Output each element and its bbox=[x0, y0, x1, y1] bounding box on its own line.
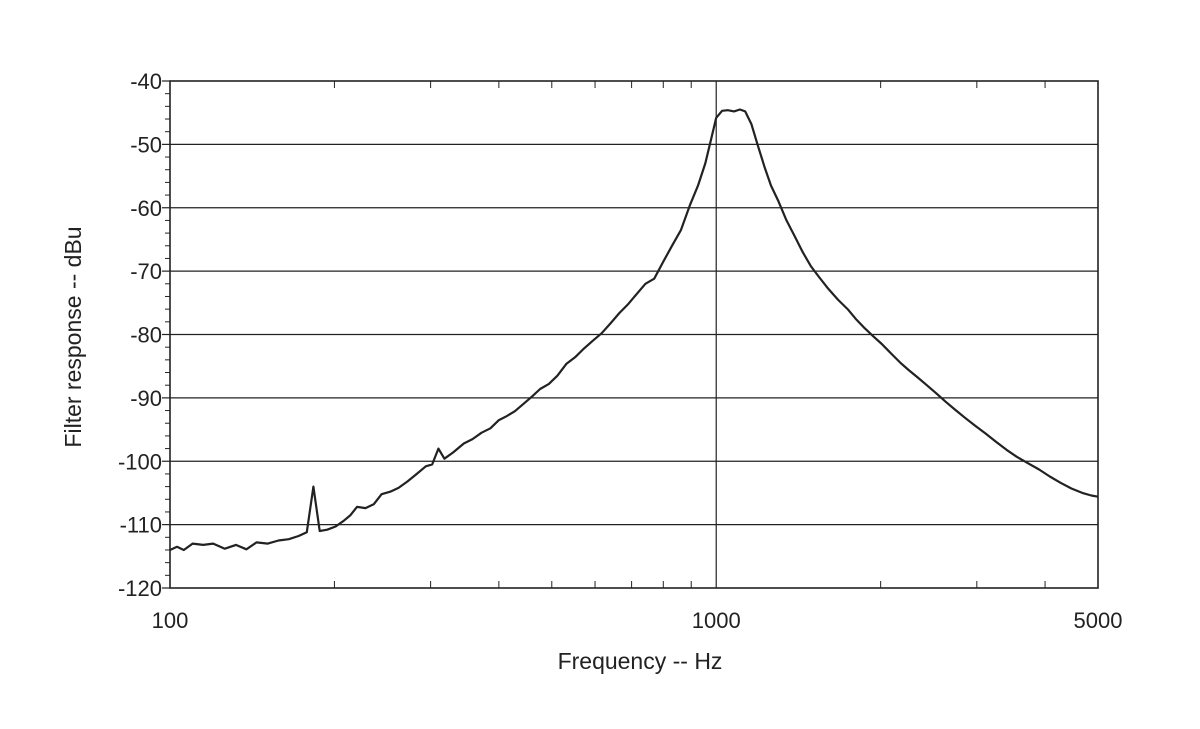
y-tick-label: -120 bbox=[118, 576, 162, 601]
x-tick-label: 100 bbox=[152, 608, 189, 633]
grid-lines bbox=[170, 81, 1098, 588]
y-tick-label: -90 bbox=[130, 386, 162, 411]
y-tick-label: -70 bbox=[130, 259, 162, 284]
minor-ticks bbox=[162, 80, 1046, 589]
y-tick-label: -60 bbox=[130, 196, 162, 221]
x-tick-label: 5000 bbox=[1074, 608, 1123, 633]
x-tick-labels: 100 1000 5000 bbox=[152, 608, 1123, 633]
y-tick-label: -40 bbox=[130, 69, 162, 94]
x-axis-label: Frequency -- Hz bbox=[558, 648, 723, 674]
y-tick-labels: -40 -50 -60 -70 -80 -90 -100 -110 -120 bbox=[118, 69, 162, 601]
y-tick-label: -50 bbox=[130, 132, 162, 157]
y-tick-label: -80 bbox=[130, 323, 162, 348]
x-tick-label: 1000 bbox=[692, 608, 741, 633]
plot-frame bbox=[169, 80, 1099, 589]
response-line bbox=[169, 108, 1099, 552]
y-tick-label: -100 bbox=[118, 449, 162, 474]
y-axis-label: Filter response -- dBu bbox=[60, 226, 86, 447]
y-tick-label: -110 bbox=[120, 513, 162, 538]
